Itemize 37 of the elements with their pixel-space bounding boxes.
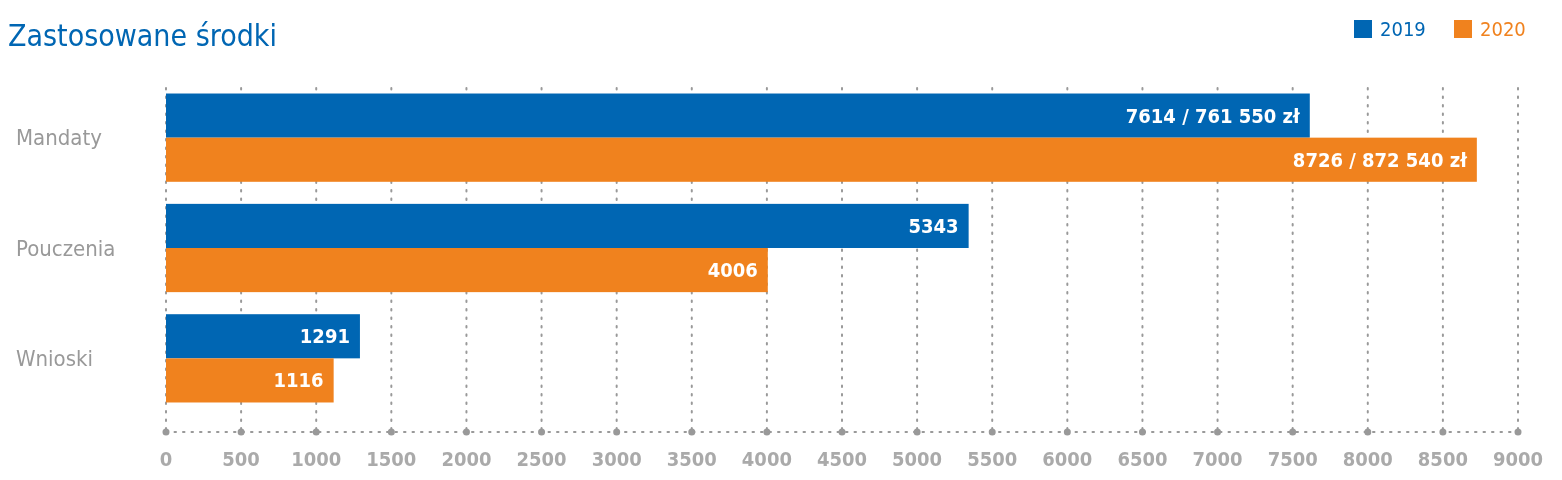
- x-tick-label: 4500: [816, 447, 868, 471]
- chart-title: Zastosowane środki: [8, 18, 277, 53]
- x-tick-label: 9000: [1492, 447, 1544, 471]
- bar: [166, 93, 1310, 138]
- data-label: 5343: [908, 213, 959, 238]
- y-tick-label: Pouczenia: [16, 235, 116, 261]
- data-label: 8726 / 872 540 zł: [1292, 147, 1469, 172]
- x-tick-label: 0: [159, 447, 173, 471]
- bar: [166, 248, 768, 293]
- x-tick-label: 2500: [516, 447, 567, 471]
- x-tick-label: 5500: [967, 447, 1018, 471]
- legend-label: 2019: [1380, 17, 1426, 41]
- x-tick-label: 1000: [291, 447, 342, 471]
- bar: [166, 137, 1477, 182]
- x-tick-label: 500: [222, 447, 260, 471]
- x-tick-label: 6500: [1117, 447, 1168, 471]
- data-label: 1116: [273, 368, 324, 393]
- x-tick-label: 2000: [441, 447, 492, 471]
- x-tick-label: 7000: [1192, 447, 1243, 471]
- x-tick-label: 5000: [892, 447, 943, 471]
- bar: [166, 358, 334, 403]
- data-label: 1291: [299, 324, 350, 349]
- legend-label: 2020: [1480, 17, 1526, 41]
- bar: [166, 314, 360, 359]
- x-tick-label: 4000: [741, 447, 792, 471]
- x-tick-label: 3000: [591, 447, 642, 471]
- data-label: 7614 / 761 550 zł: [1125, 103, 1302, 128]
- x-tick-label: 8000: [1342, 447, 1393, 471]
- x-tick-label: 3500: [666, 447, 717, 471]
- x-tick-label: 7500: [1267, 447, 1318, 471]
- y-tick-label: Mandaty: [16, 125, 103, 151]
- y-tick-label: Wnioski: [16, 346, 93, 372]
- x-tick-label: 1500: [366, 447, 417, 471]
- bar: [166, 203, 969, 248]
- data-label: 4006: [707, 258, 758, 283]
- x-tick-label: 6000: [1042, 447, 1093, 471]
- x-tick-label: 8500: [1417, 447, 1468, 471]
